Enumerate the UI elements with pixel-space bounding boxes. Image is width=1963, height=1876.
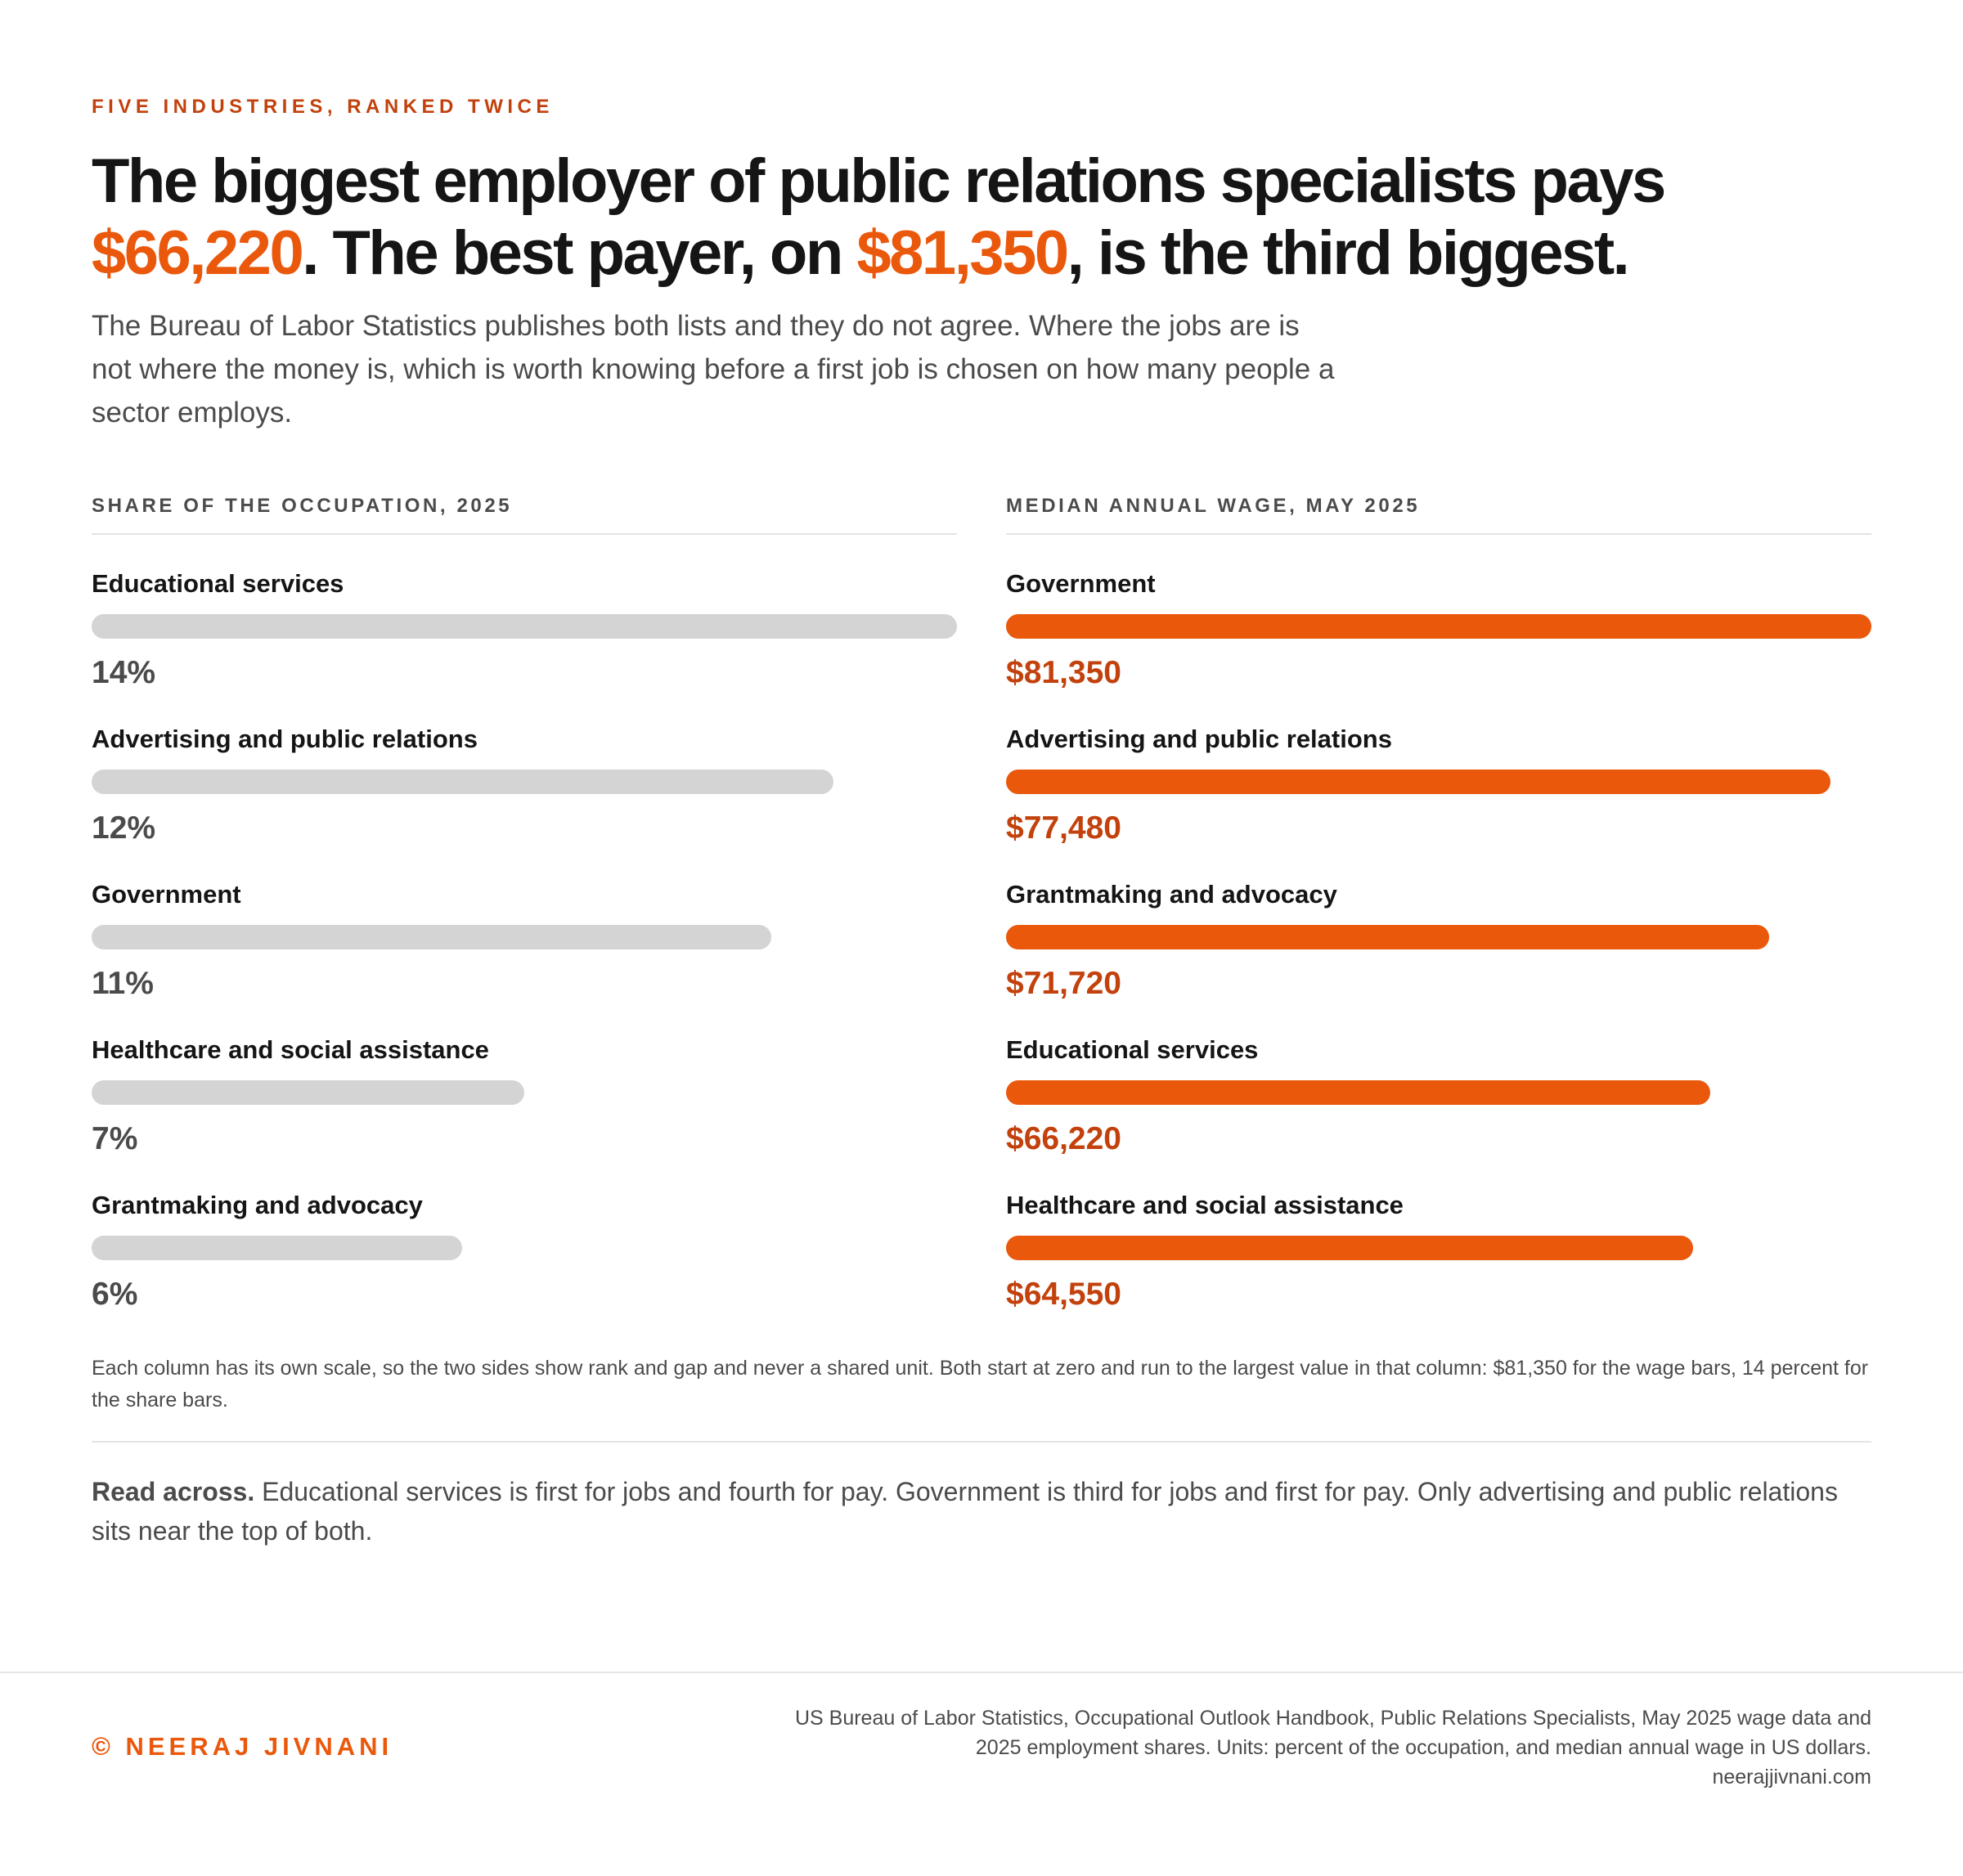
wage-bar <box>1006 770 1830 794</box>
wage-bar-track <box>1006 770 1871 794</box>
share-bar <box>92 925 772 949</box>
share-row: Educational services 14% <box>92 568 957 723</box>
share-category-label: Advertising and public relations <box>92 725 478 753</box>
wage-category-label: Educational services <box>1006 1035 1259 1064</box>
wage-category-label: Government <box>1006 569 1156 598</box>
kicker: FIVE INDUSTRIES, RANKED TWICE <box>92 96 554 118</box>
share-value-label: 12% <box>92 810 156 846</box>
source-line-1: US Bureau of Labor Statistics, Occupatio… <box>794 1707 1871 1730</box>
source-credit: US Bureau of Labor Statistics, Occupatio… <box>726 1703 1871 1792</box>
wage-chart: MEDIAN ANNUAL WAGE, MAY 2025 Government $… <box>1006 491 1871 1344</box>
wage-row: Grantmaking and advocacy $71,720 <box>1006 878 1871 1034</box>
wage-chart-title: MEDIAN ANNUAL WAGE, MAY 2025 <box>1006 495 1421 517</box>
share-bar <box>92 1236 463 1260</box>
share-bar <box>92 614 957 639</box>
headline-part-1: The biggest employer of public relations… <box>92 146 1666 216</box>
wage-bar-track <box>1006 1080 1871 1105</box>
share-value-label: 11% <box>92 966 154 1001</box>
scale-note: Each column has its own scale, so the tw… <box>92 1357 1869 1411</box>
share-chart-divider <box>92 533 957 535</box>
share-category-label: Educational services <box>92 569 344 598</box>
share-bar-track <box>92 614 957 639</box>
share-bar <box>92 770 833 794</box>
wage-bar-track <box>1006 925 1871 949</box>
share-chart-title: SHARE OF THE OCCUPATION, 2025 <box>92 495 513 517</box>
share-row: Grantmaking and advocacy 6% <box>92 1189 957 1344</box>
share-chart: SHARE OF THE OCCUPATION, 2025 Educationa… <box>92 491 957 1344</box>
source-line-2: 2025 employment shares. Units: percent o… <box>975 1736 1871 1759</box>
share-row: Government 11% <box>92 878 957 1034</box>
wage-value-label: $66,220 <box>1006 1121 1121 1156</box>
wage-value-label: $71,720 <box>1006 966 1121 1001</box>
brand: © NEERAJ JIVNANI <box>92 1732 393 1761</box>
wage-value-label: $64,550 <box>1006 1277 1121 1312</box>
share-row: Healthcare and social assistance 7% <box>92 1034 957 1189</box>
share-value-label: 6% <box>92 1277 138 1312</box>
share-value-label: 7% <box>92 1121 138 1156</box>
wage-bar <box>1006 925 1769 949</box>
wage-row: Healthcare and social assistance $64,550 <box>1006 1189 1871 1344</box>
wage-value-label: $81,350 <box>1006 655 1121 690</box>
wage-bar <box>1006 614 1871 639</box>
dek: The Bureau of Labor Statistics publishes… <box>92 310 1335 429</box>
wage-row: Educational services $66,220 <box>1006 1034 1871 1189</box>
share-chart-rows: Educational services 14% Advertising and p… <box>92 568 957 1344</box>
wage-category-label: Grantmaking and advocacy <box>1006 880 1337 909</box>
headline: The biggest employer of public relations… <box>92 146 1871 289</box>
source-url[interactable]: neerajjivnani.com <box>1712 1766 1871 1788</box>
share-category-label: Government <box>92 880 241 909</box>
wage-category-label: Healthcare and social assistance <box>1006 1191 1404 1219</box>
headline-part-3: , is the third biggest. <box>1067 218 1630 288</box>
read-across-text: Educational services is first for jobs a… <box>92 1477 1838 1546</box>
share-bar-track <box>92 770 957 794</box>
wage-bar <box>1006 1236 1693 1260</box>
section-divider <box>92 1441 1871 1443</box>
share-bar-track <box>92 1080 957 1105</box>
headline-part-2: . The best payer, on <box>302 218 857 288</box>
wage-bar <box>1006 1080 1711 1105</box>
wage-bar-track <box>1006 1236 1871 1260</box>
wage-row: Advertising and public relations $77,480 <box>1006 723 1871 878</box>
share-bar-track <box>92 925 957 949</box>
share-category-label: Healthcare and social assistance <box>92 1035 489 1064</box>
share-category-label: Grantmaking and advocacy <box>92 1191 423 1219</box>
wage-value-label: $77,480 <box>1006 810 1121 846</box>
share-bar-track <box>92 1236 957 1260</box>
wage-chart-rows: Government $81,350 Advertising and public … <box>1006 568 1871 1344</box>
headline-highlight-1: $66,220 <box>92 218 304 288</box>
share-row: Advertising and public relations 12% <box>92 723 957 878</box>
share-value-label: 14% <box>92 655 156 690</box>
wage-row: Government $81,350 <box>1006 568 1871 723</box>
read-across: Read across. Educational services is fir… <box>92 1472 1871 1551</box>
wage-category-label: Advertising and public relations <box>1006 725 1392 753</box>
headline-highlight-2: $81,350 <box>856 218 1069 288</box>
wage-chart-divider <box>1006 533 1871 535</box>
read-across-lead: Read across. <box>92 1477 255 1506</box>
share-bar <box>92 1080 524 1105</box>
wage-bar-track <box>1006 614 1871 639</box>
footer-divider <box>0 1672 1963 1673</box>
